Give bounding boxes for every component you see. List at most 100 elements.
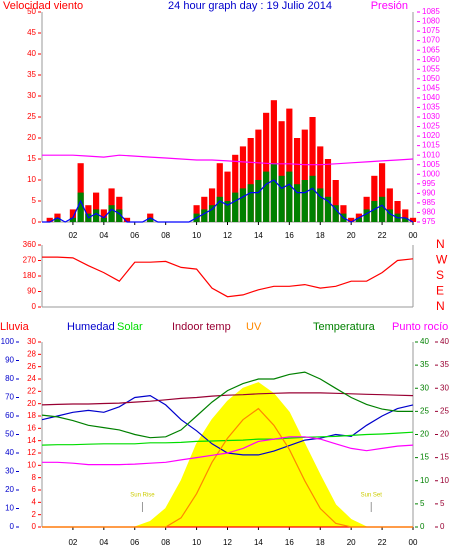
y-tick-label: 15 [420,453,429,462]
wind-bar [332,205,339,222]
x-tick-label: 04 [99,538,108,547]
y-tick-label: 90 [27,287,36,296]
solar-area [42,382,413,528]
x-tick-label: 00 [409,538,418,547]
y-tick-label: 40 [420,337,429,346]
y-tick-label: 1065 [422,45,440,54]
wind-bar [224,201,231,222]
y-tick-label: 6 [32,485,37,494]
y-tick-label: 1020 [422,131,440,140]
wind-bar [216,196,223,222]
y-tick-label: 30 [440,383,449,392]
wind-bar [123,217,131,222]
y-tick-label: 10 [440,476,449,485]
wind-bar [201,209,208,222]
wind-bar [147,217,154,222]
wind-bar [301,129,308,222]
y-tick-label: 30 [420,383,429,392]
y-tick-label: 1070 [422,36,440,45]
wind-bar [255,180,262,222]
y-tick-label: 5 [32,196,37,205]
wind-bar [54,217,61,222]
wind-bar [247,184,254,222]
x-tick-label: 18 [316,538,325,547]
y-tick-label: 20 [27,399,36,408]
wind-bar [224,171,231,222]
x-tick-label: 06 [130,538,139,547]
compass-label: E [436,284,444,298]
wind-bar [239,188,247,222]
wind-bar [46,217,53,222]
y-tick-label: 4 [32,497,37,506]
y-tick-label: 1055 [422,64,440,73]
y-tick-label: 28 [27,349,36,358]
wind-bar [371,201,378,222]
y-tick-label: 30 [27,91,36,100]
wind-bar [247,138,254,222]
y-tick-label: 35 [27,70,36,79]
wind-bar [293,138,301,222]
series-line [42,436,414,466]
wind-bar [355,217,362,222]
direction-line [42,256,414,298]
compass-label: W [436,253,448,267]
wind-bar [286,108,293,222]
wind-bar [270,100,277,222]
y-tick-label: 995 [422,179,436,188]
wind-bar [100,209,107,222]
wind-bar [394,201,401,222]
wind-bar [309,117,316,222]
x-tick-label: 12 [223,538,232,547]
x-tick-label: 10 [192,231,201,240]
x-tick-label: 00 [409,231,418,240]
y-tick-label: 0 [10,522,15,531]
y-tick-label: 0 [32,302,37,311]
y-tick-label: 35 [440,360,449,369]
y-tick-label: 1045 [422,83,440,92]
y-tick-label: 70 [5,393,14,402]
y-tick-label: 360 [23,240,37,249]
legend-label: Temperatura [313,321,376,333]
x-tick-label: 02 [68,231,77,240]
annotation: Sun Set [361,493,383,499]
y-tick-label: 10 [5,504,14,513]
y-tick-label: 1050 [422,74,440,83]
series-line [41,392,414,406]
y-tick-label: 20 [27,133,36,142]
legend-label: Lluvia [0,321,30,333]
wind-bar [317,188,324,222]
y-tick-label: 14 [27,436,36,445]
wind-bar [293,184,301,222]
y-tick-label: 1030 [422,112,440,121]
y-tick-label: 26 [27,362,36,371]
y-tick-label: 10 [420,476,429,485]
y-tick-label: 10 [27,175,36,184]
y-tick-label: 40 [27,49,36,58]
series-line [41,371,413,439]
y-tick-label: 50 [27,7,36,16]
y-tick-label: 30 [5,467,14,476]
y-tick-label: 90 [5,356,14,365]
wind-bar [93,209,100,222]
y-tick-label: 45 [27,28,36,37]
y-tick-label: 20 [5,485,14,494]
y-tick-label: 15 [27,154,36,163]
y-tick-label: 100 [1,337,15,346]
legend-label: UV [246,321,262,333]
wind-bar [263,112,270,222]
y-tick-label: 40 [440,337,449,346]
compass-label: N [436,237,445,251]
y-tick-label: 35 [420,360,429,369]
y-tick-label: 60 [5,411,14,420]
legend-label: Solar [117,321,143,333]
y-tick-label: 1080 [422,17,440,26]
y-tick-label: 8 [32,473,37,482]
y-tick-label: 1010 [422,150,440,159]
y-axis-title: Velocidad viento [3,0,83,12]
chart-title: 24 hour graph day : 19 Julio 2014 [168,0,332,12]
wind-bar [278,175,285,222]
annotation: Sun Rise [130,493,155,499]
y-tick-label: 180 [23,271,37,280]
y-tick-label: 0 [440,522,445,531]
